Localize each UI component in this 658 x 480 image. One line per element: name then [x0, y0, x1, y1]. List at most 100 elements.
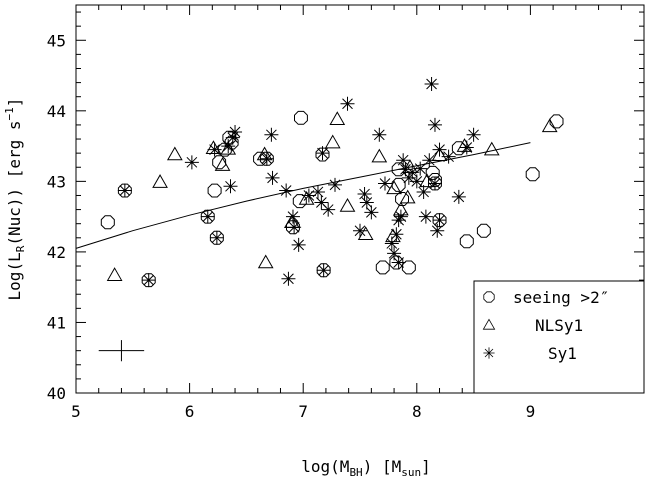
data-point-circle [141, 273, 156, 288]
data-point-asterisk [207, 142, 222, 157]
data-point-asterisk [413, 161, 428, 176]
data-point-triangle [339, 198, 356, 212]
data-point-asterisk [422, 153, 437, 168]
fit-line [75, 142, 531, 249]
plot-frame [75, 4, 645, 394]
data-point-asterisk [372, 127, 387, 142]
error-bar-group [98, 340, 145, 362]
data-point-asterisk [225, 130, 240, 145]
data-point-asterisk [184, 155, 199, 170]
data-point-asterisk [364, 205, 379, 220]
data-points [100, 77, 564, 288]
data-point-asterisk [340, 96, 355, 111]
data-point-circle [391, 162, 406, 177]
data-point-circle [432, 213, 447, 228]
data-point-asterisk [384, 236, 399, 251]
data-point-asterisk [418, 209, 433, 224]
data-point-asterisk [291, 237, 306, 252]
legend: seeing >2″ NLSy1 Sy1 [473, 280, 645, 394]
data-point-triangle [371, 148, 388, 163]
data-point-circle [459, 234, 474, 249]
data-point-triangle [152, 174, 168, 188]
legend-marker-circle-shape [483, 291, 495, 303]
y-tick-label: 44 [47, 102, 66, 121]
data-point-circle [315, 147, 330, 162]
data-point-triangle [256, 146, 273, 161]
data-point-triangle [324, 134, 341, 149]
x-tick-label: 5 [71, 402, 81, 421]
data-point-triangle [220, 140, 237, 155]
data-point-triangle [106, 267, 123, 281]
data-point-triangle [298, 190, 315, 205]
data-point-asterisk [393, 209, 408, 224]
x-tick-label: 6 [185, 402, 195, 421]
data-point-circle [253, 151, 267, 166]
y-tick-label: 42 [47, 243, 66, 262]
data-point-triangle [399, 189, 416, 204]
data-point-circle [292, 194, 307, 209]
data-point-triangle [386, 180, 402, 195]
y-axis-label: Log(LR(Nuc)) [erg s−1] [3, 98, 27, 301]
x-tick-label: 9 [526, 402, 536, 421]
data-point-circle [209, 230, 224, 245]
data-point-triangle [214, 157, 231, 171]
data-point-circle [117, 183, 132, 198]
data-point-circle [316, 263, 331, 278]
data-point-asterisk [357, 187, 372, 202]
data-point-asterisk [427, 176, 442, 191]
data-point-asterisk [314, 195, 329, 210]
data-point-circle [395, 192, 409, 206]
data-point-asterisk [398, 162, 413, 177]
x-axis-label: log(MBH) [Msun] [301, 457, 430, 479]
data-point-asterisk [416, 184, 431, 199]
data-point-asterisk [353, 223, 367, 238]
data-point-triangle [483, 141, 500, 156]
data-point-asterisk [209, 230, 224, 245]
data-point-asterisk [265, 170, 280, 185]
data-point-asterisk [328, 177, 343, 192]
data-point-asterisk [315, 146, 330, 161]
legend-label-nlsy1: NLSy1 [535, 316, 583, 335]
x-tick-label: 8 [412, 402, 422, 421]
data-point-asterisk [427, 117, 442, 132]
data-point-circle [428, 176, 442, 191]
y-tick-label: 45 [47, 31, 66, 50]
data-point-asterisk [432, 213, 447, 228]
data-point-asterisk [285, 209, 300, 224]
data-point-triangle [257, 254, 274, 269]
data-point-asterisk [387, 246, 402, 261]
data-point-asterisk [281, 271, 296, 286]
data-point-asterisk [459, 140, 474, 155]
legend-marker-triangle [482, 318, 496, 330]
data-point-circle [389, 255, 404, 270]
data-point-circle [100, 215, 115, 230]
data-point-circle [425, 165, 440, 180]
data-point-asterisk [259, 151, 274, 166]
data-point-circle [549, 114, 564, 129]
data-point-asterisk [316, 263, 331, 278]
data-point-circle [294, 110, 308, 125]
data-point-asterisk [466, 127, 481, 142]
legend-label-sy1: Sy1 [548, 344, 577, 363]
x-tick-label: 7 [298, 402, 308, 421]
data-point-asterisk [391, 255, 406, 270]
data-point-asterisk [396, 153, 411, 168]
data-point-asterisk [228, 124, 243, 139]
data-point-circle [476, 223, 491, 238]
data-point-asterisk [221, 139, 236, 154]
data-point-asterisk [441, 149, 456, 164]
data-point-asterisk [287, 220, 302, 235]
data-point-asterisk [117, 183, 132, 198]
fit-line-group [75, 142, 531, 249]
data-point-triangle [329, 111, 346, 126]
data-point-triangle [541, 118, 558, 133]
legend-label-seeing: seeing >2″ [513, 288, 609, 307]
data-point-asterisk [389, 227, 404, 242]
legend-markers [482, 291, 496, 359]
legend-marker-asterisk-shape [483, 347, 495, 359]
data-point-asterisk [401, 170, 416, 185]
data-point-asterisk [424, 77, 439, 92]
data-point-asterisk [409, 174, 424, 189]
data-point-circle [525, 167, 540, 182]
